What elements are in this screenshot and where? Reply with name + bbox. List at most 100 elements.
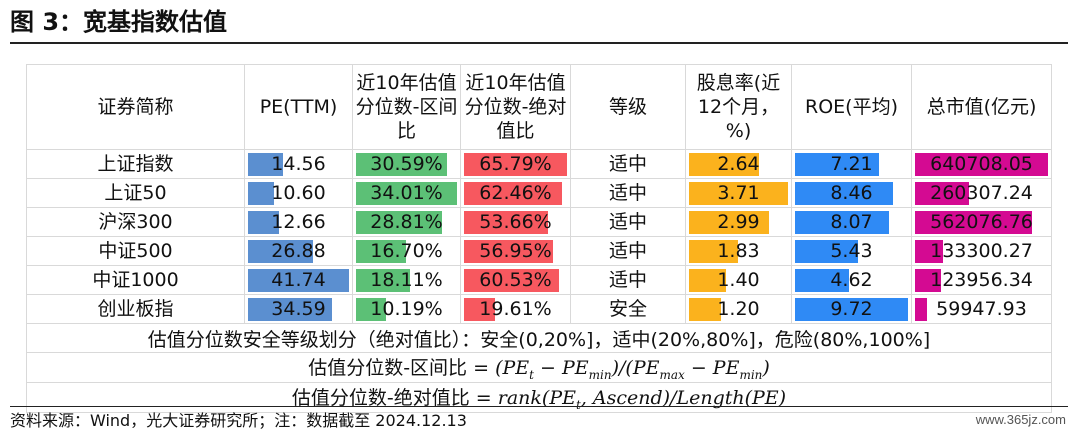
source-note: 资料来源：Wind，光大证券研究所；注：数据截至 2024.12.13 (10, 411, 467, 430)
cell-value: 26.88 (271, 239, 326, 262)
cell-value: 562076.76 (930, 210, 1033, 233)
data-bar-pe (248, 181, 274, 205)
cell-value: 14.56 (271, 152, 326, 175)
cell-value: 123956.34 (930, 268, 1033, 291)
cell-name: 上证指数 (26, 149, 245, 179)
cell-value: 2.64 (717, 152, 760, 175)
data-bar-pe (248, 152, 284, 176)
cell-level: 适中 (570, 265, 686, 295)
data-bar-abs-pct (464, 210, 548, 234)
cell-name: 创业板指 (26, 294, 245, 324)
cell-range-pct: 28.81% (352, 207, 461, 237)
table-row: 上证指数 14.56 30.59% 65.79% 适中 2.64 7.21 640708.05 (26, 149, 1052, 179)
cell-value: 59947.93 (936, 297, 1027, 320)
cell-dividend: 2.64 (685, 149, 792, 179)
data-bar-mktcap (915, 268, 941, 292)
data-bar-abs-pct (464, 181, 562, 205)
cell-value: 19.61% (479, 297, 552, 320)
note-grading-row: 估值分位数安全等级划分（绝对值比）：安全(0,20%]，适中(20%,80%]，… (26, 323, 1052, 353)
cell-value: 260307.24 (930, 181, 1033, 204)
data-bar-mktcap (915, 210, 1032, 234)
data-bar-roe (795, 210, 889, 234)
cell-pe: 41.74 (244, 265, 353, 295)
cell-range-pct: 30.59% (352, 149, 461, 179)
range-formula-label: 估值分位数-区间比 = (308, 357, 490, 379)
data-bar-dividend (689, 268, 727, 292)
cell-value: 沪深300 (98, 210, 173, 233)
cell-level: 适中 (570, 178, 686, 208)
data-bar-roe (795, 152, 879, 176)
cell-mktcap: 562076.76 (911, 207, 1052, 237)
data-bar-pe (248, 297, 332, 321)
cell-value: 8.07 (830, 210, 873, 233)
cell-value: 7.21 (830, 152, 873, 175)
cell-value: 1.83 (717, 239, 760, 262)
data-bar-dividend (689, 152, 760, 176)
note-range-row: 估值分位数-区间比 = (PEt − PEmin)/(PEmax − PEmin… (26, 352, 1052, 383)
cell-value: 适中 (608, 239, 647, 262)
watermark: www.365jz.com (975, 412, 1066, 427)
cell-value: 30.59% (370, 152, 443, 175)
cell-mktcap: 133300.27 (911, 236, 1052, 266)
cell-value: 适中 (608, 210, 647, 233)
cell-value: 28.81% (370, 210, 443, 233)
cell-roe: 8.46 (791, 178, 912, 208)
cell-abs-pct: 62.46% (460, 178, 571, 208)
data-bar-range-pct (356, 181, 457, 205)
cell-level: 适中 (570, 236, 686, 266)
cell-level: 适中 (570, 149, 686, 179)
cell-value: 1.40 (717, 268, 760, 291)
header-row: 证券简称 PE(TTM) 近10年估值分位数-区间比 近10年估值分位数-绝对值… (26, 64, 1052, 150)
cell-range-pct: 18.11% (352, 265, 461, 295)
header-mktcap: 总市值(亿元) (911, 64, 1052, 150)
cell-roe: 5.43 (791, 236, 912, 266)
data-bar-roe (795, 181, 894, 205)
data-bar-pe (248, 268, 349, 292)
header-level: 等级 (570, 64, 686, 150)
cell-range-pct: 10.19% (352, 294, 461, 324)
cell-mktcap: 59947.93 (911, 294, 1052, 324)
cell-value: 10.60 (271, 181, 326, 204)
abs-formula-label: 估值分位数-绝对值比 = (291, 386, 492, 409)
cell-value: 56.95% (479, 239, 552, 262)
table-row: 中证1000 41.74 18.11% 60.53% 适中 1.40 4.62 123956.… (26, 265, 1052, 295)
range-formula-expression: (PEt − PEmin)/(PEmax − PEmin) (495, 357, 770, 382)
cell-pe: 26.88 (244, 236, 353, 266)
cell-value: 中证1000 (92, 268, 179, 291)
data-bar-pe (248, 239, 314, 263)
cell-value: 1.20 (717, 297, 760, 320)
table-row: 上证50 10.60 34.01% 62.46% 适中 3.71 8.46 260307.24 (26, 178, 1052, 208)
cell-level: 安全 (570, 294, 686, 324)
cell-value: 9.72 (830, 297, 873, 320)
data-bar-abs-pct (464, 239, 554, 263)
header-name: 证券简称 (26, 64, 245, 150)
valuation-table: 证券简称 PE(TTM) 近10年估值分位数-区间比 近10年估值分位数-绝对值… (26, 64, 1052, 413)
cell-mktcap: 123956.34 (911, 265, 1052, 295)
cell-roe: 8.07 (791, 207, 912, 237)
data-bar-dividend (689, 210, 769, 234)
cell-dividend: 2.99 (685, 207, 792, 237)
data-bar-roe (795, 297, 908, 321)
table-row: 沪深300 12.66 28.81% 53.66% 适中 2.99 8.07 562076.7… (26, 207, 1052, 237)
cell-value: 34.59 (271, 297, 326, 320)
note-abs-row: 估值分位数-绝对值比 = rank(PEt, Ascend)/Length(PE… (26, 381, 1052, 413)
cell-value: 640708.05 (930, 152, 1033, 175)
cell-value: 上证50 (104, 181, 167, 204)
header-dividend: 股息率(近12个月，%) (685, 64, 792, 150)
cell-abs-pct: 56.95% (460, 236, 571, 266)
cell-value: 65.79% (479, 152, 552, 175)
source-divider (10, 406, 1068, 407)
data-bar-abs-pct (464, 268, 559, 292)
cell-value: 41.74 (271, 268, 326, 291)
data-bar-mktcap (915, 239, 943, 263)
header-pe: PE(TTM) (244, 64, 353, 150)
cell-roe: 7.21 (791, 149, 912, 179)
data-bar-mktcap (915, 152, 1048, 176)
cell-value: 适中 (608, 152, 647, 175)
data-bar-abs-pct (464, 152, 567, 176)
cell-value: 34.01% (370, 181, 443, 204)
header-range-pct: 近10年估值分位数-区间比 (352, 64, 461, 150)
cell-value: 5.43 (830, 239, 873, 262)
abs-formula-expression: rank(PEt, Ascend)/Length(PE) (497, 386, 787, 412)
cell-value: 中证500 (98, 239, 173, 262)
